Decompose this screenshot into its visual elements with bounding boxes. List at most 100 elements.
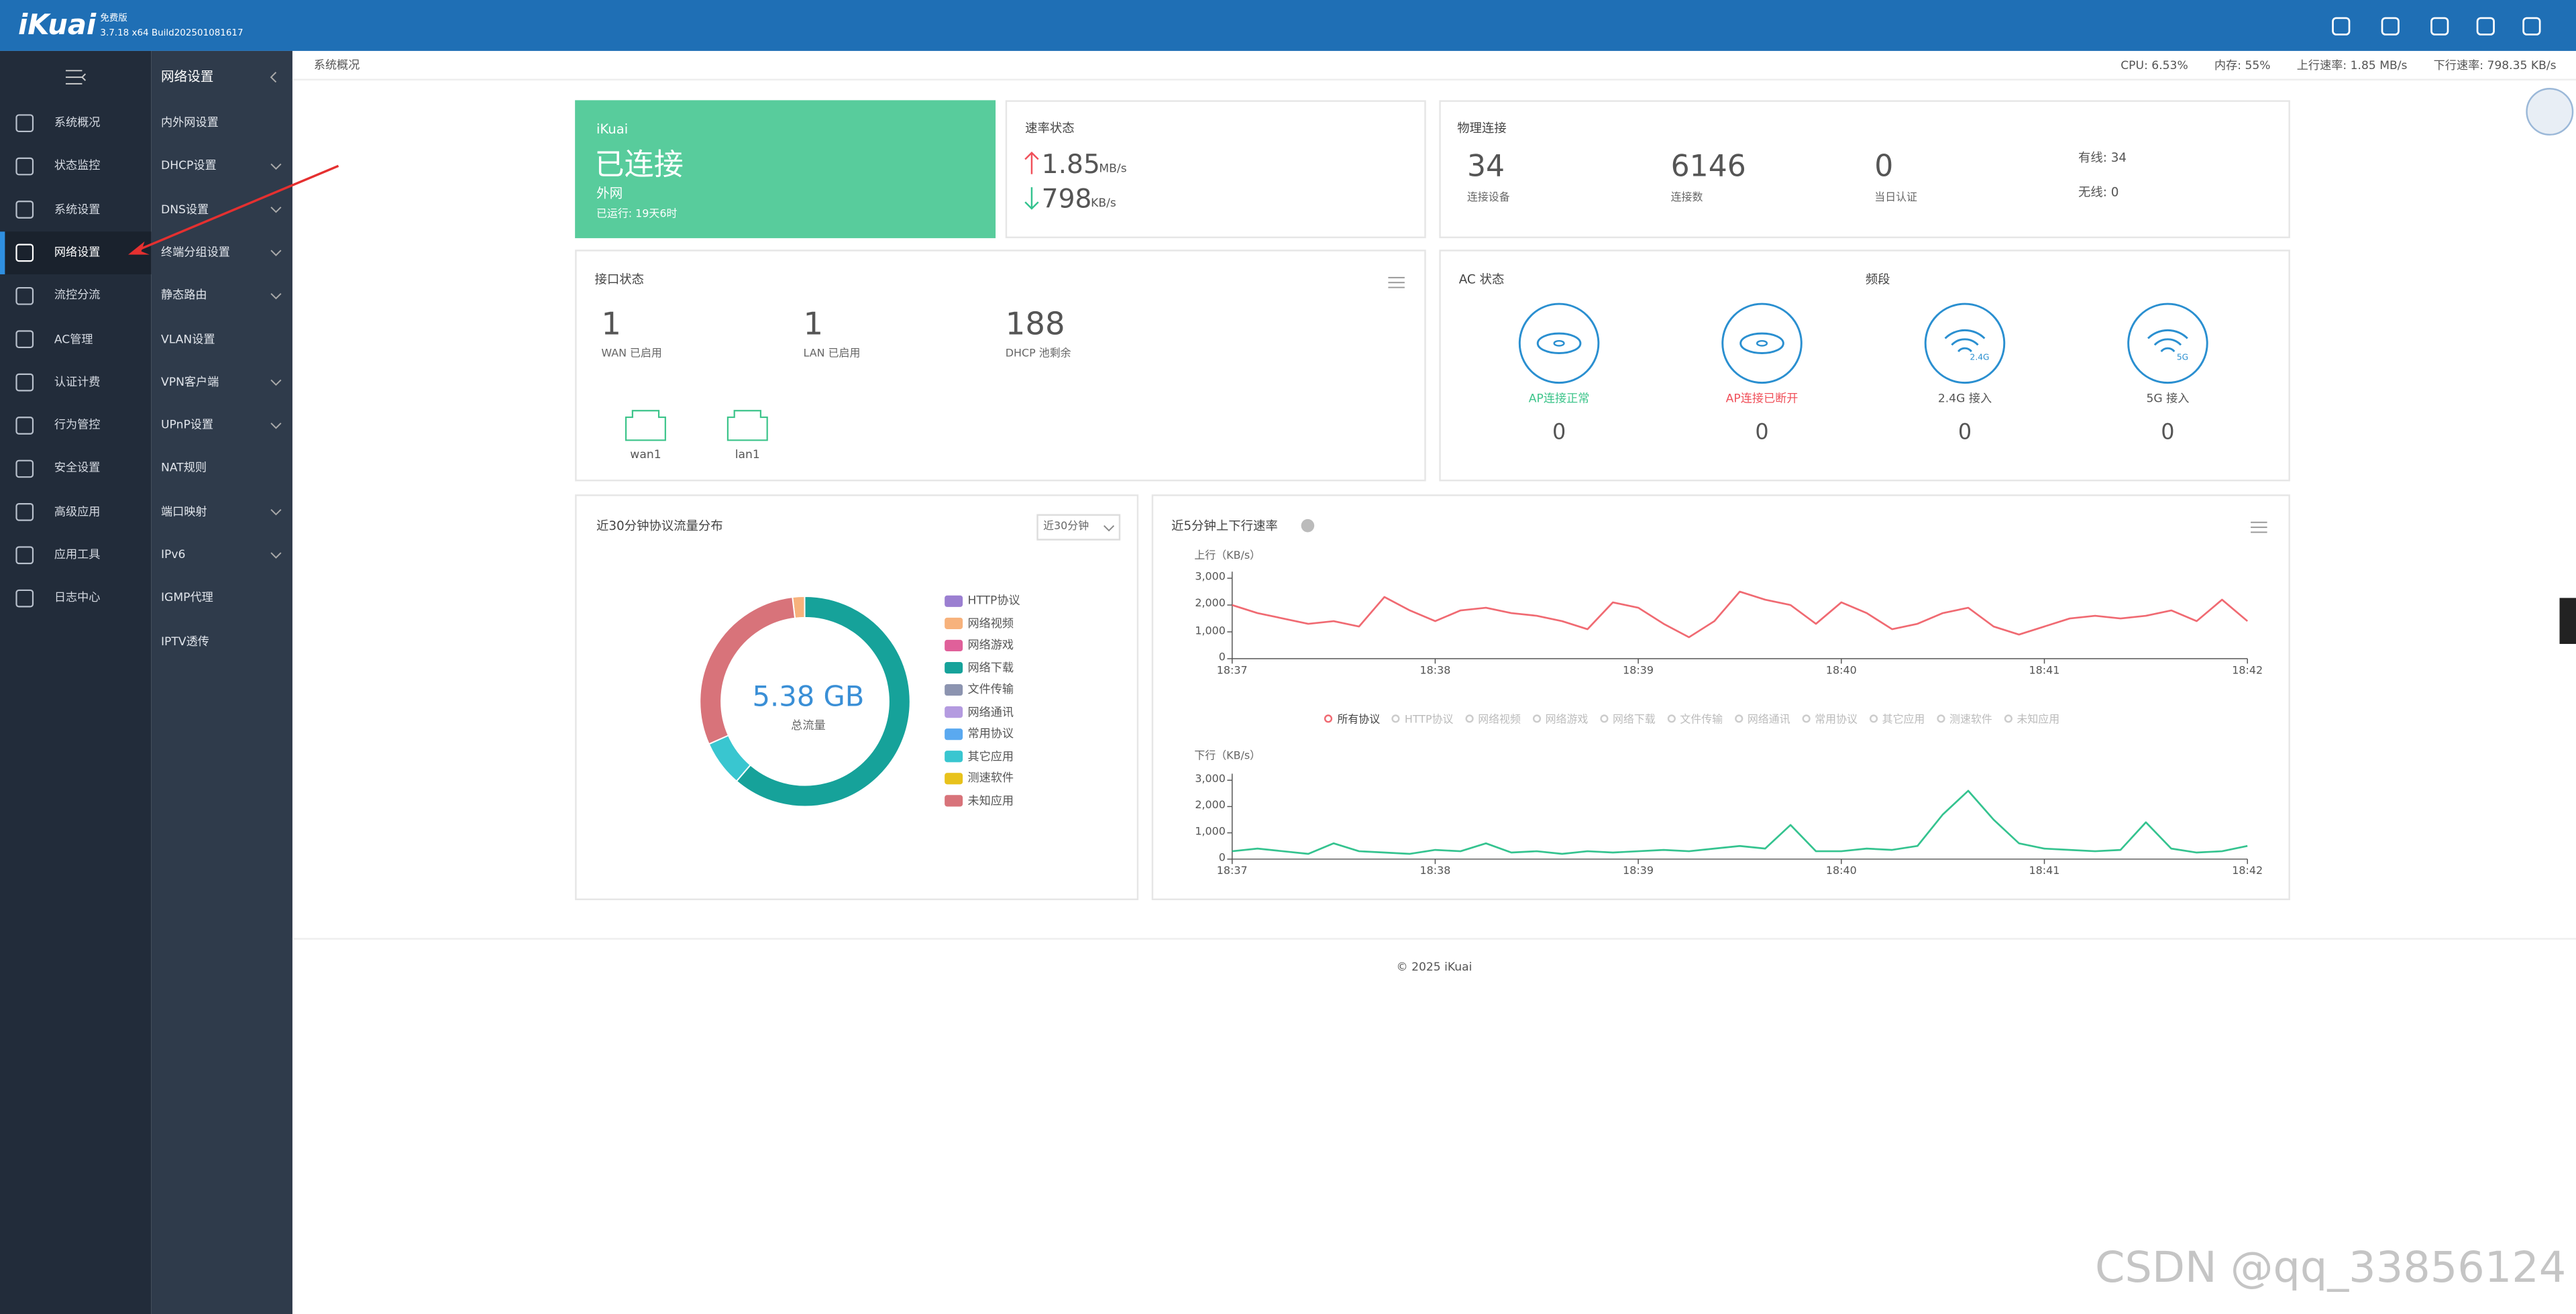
legend-label[interactable]: 常用协议 (967, 727, 1014, 741)
submenu-item[interactable]: VPN客户端 (161, 375, 219, 389)
submenu-item[interactable]: DNS设置 (161, 203, 209, 216)
menu-item[interactable]: 行为管控 (54, 419, 101, 432)
status-card (575, 100, 996, 239)
card-title: 速率状态 (1025, 121, 1075, 136)
range-select[interactable]: 近30分钟 (1043, 519, 1089, 533)
y-tick-label: 2,000 (1195, 798, 1226, 812)
legend-dot (1324, 714, 1333, 722)
legend-label[interactable]: 其它应用 (967, 749, 1014, 763)
chevron (270, 552, 282, 559)
legend-item[interactable]: 未知应用 (2003, 710, 2059, 726)
port-icon (727, 410, 768, 441)
legend-swatch (945, 617, 963, 629)
upload-line (1232, 590, 2249, 639)
axis-title: 下行（KB/s） (1194, 749, 1261, 763)
legend-swatch (945, 706, 963, 718)
menu-item[interactable]: 系统概况 (54, 116, 101, 129)
y-tick-label: 0 (1218, 651, 1226, 664)
menu-item[interactable]: 日志中心 (54, 591, 101, 605)
legend-item[interactable]: 其它应用 (1869, 710, 1925, 726)
legend-label[interactable]: 网络通讯 (967, 705, 1014, 718)
legend-label[interactable]: 网络下载 (967, 661, 1014, 674)
ac-icon (1518, 303, 1600, 384)
collapse-arrow (270, 72, 277, 83)
submenu-item[interactable]: 内外网设置 (161, 116, 219, 129)
legend-dot (1801, 714, 1810, 722)
menu-icon (15, 330, 34, 349)
menu-icon (15, 459, 34, 478)
legend-label[interactable]: 文件传输 (967, 683, 1014, 696)
legend-label[interactable]: 测速软件 (967, 771, 1014, 785)
submenu-item[interactable]: DHCP设置 (161, 159, 217, 173)
submenu-item[interactable]: 终端分组设置 (161, 245, 230, 260)
upload-unit: MB/s (1099, 162, 1127, 176)
card (1005, 100, 1426, 239)
submenu-item[interactable]: VLAN设置 (161, 332, 215, 346)
submenu-item[interactable]: IPTV透传 (161, 635, 209, 648)
stat-value: 1 (803, 306, 824, 343)
topbar-stats: CPU: 6.53% 内存: 55% 上行速率: 1.85 MB/s 下行速率: 79… (1643, 54, 2556, 77)
footer: © 2025 iKuai (1396, 961, 1472, 974)
legend-item[interactable]: HTTP协议 (1391, 710, 1453, 726)
legend-item[interactable]: 网络下载 (1599, 710, 1656, 726)
card-title: 物理连接 (1457, 121, 1507, 136)
card-title: AC 状态 (1458, 272, 1505, 287)
submenu-item[interactable]: 端口映射 (161, 505, 207, 518)
legend-label[interactable]: 网络游戏 (967, 639, 1014, 652)
ac-value: 0 (1755, 421, 1769, 446)
x-tick-label: 18:39 (1623, 864, 1654, 878)
stat-value: 6146 (1670, 150, 1746, 184)
submenu-item[interactable]: IGMP代理 (161, 591, 213, 605)
system-stat: 上行速率: 1.85 MB/s (2296, 59, 2408, 72)
legend-item[interactable]: 文件传输 (1666, 710, 1723, 726)
dropdown[interactable] (1036, 514, 1121, 541)
submenu-item[interactable]: 静态路由 (161, 289, 207, 303)
legend-label[interactable]: 未知应用 (967, 793, 1014, 808)
line-legend: 所有协议 HTTP协议 网络视频 网络游戏 网络下载 文件传输 网络通讯 常用协议 其它应用 测速… (1324, 708, 2244, 728)
submenu-title: 网络设置 (161, 69, 214, 85)
total-value: 5.38 GB (752, 681, 865, 714)
card-title: 频段 (1865, 272, 1890, 287)
card-title: 近5分钟上下行速率 (1171, 518, 1278, 533)
card (1439, 250, 2290, 482)
legend-dot (2003, 714, 2012, 722)
band-badge: 5G (2177, 352, 2188, 362)
stat-value: 34 (1466, 150, 1505, 184)
menu-item[interactable]: 高级应用 (54, 505, 101, 518)
legend-item[interactable]: 所有协议 (1324, 710, 1380, 726)
menu-item[interactable]: 安全设置 (54, 461, 101, 476)
legend-label[interactable]: 网络视频 (967, 616, 1014, 630)
menu-item[interactable]: 系统设置 (54, 203, 101, 216)
x-tick-label: 18:39 (1623, 663, 1654, 677)
x-tick-label: 18:38 (1419, 864, 1451, 878)
menu-item[interactable]: 网络设置 (54, 245, 101, 260)
axis-title: 上行（KB/s） (1194, 549, 1261, 562)
submenu-item[interactable]: NAT规则 (161, 461, 207, 476)
ap-icon (1739, 332, 1784, 355)
legend-label[interactable]: HTTP协议 (967, 594, 1020, 608)
download-line (1232, 789, 2248, 855)
menu-icon (15, 589, 34, 608)
submenu-item[interactable]: IPv6 (161, 548, 186, 562)
wireless: 无线: 0 (2078, 184, 2119, 200)
menu-item[interactable]: 应用工具 (54, 548, 101, 562)
menu-item[interactable]: 状态监控 (54, 159, 101, 173)
legend-dot (1666, 714, 1676, 722)
legend-item[interactable]: 测速软件 (1936, 710, 1992, 726)
submenu-item[interactable]: UPnP设置 (161, 419, 214, 432)
legend-dot (1599, 714, 1608, 722)
download-unit: KB/s (1091, 197, 1116, 210)
chevron (270, 292, 282, 300)
header (0, 0, 2576, 51)
legend-item[interactable]: 常用协议 (1801, 710, 1858, 726)
legend-item[interactable]: 网络视频 (1464, 710, 1521, 726)
legend-item[interactable]: 网络游戏 (1532, 710, 1588, 726)
menu-item[interactable]: 流控分流 (54, 289, 101, 303)
menu-item[interactable]: AC管理 (54, 332, 93, 346)
menu-item[interactable]: 认证计费 (54, 375, 101, 389)
stat-value: 1 (601, 306, 621, 343)
legend-item[interactable]: 网络通讯 (1734, 710, 1790, 726)
legend-dot (1391, 714, 1400, 722)
